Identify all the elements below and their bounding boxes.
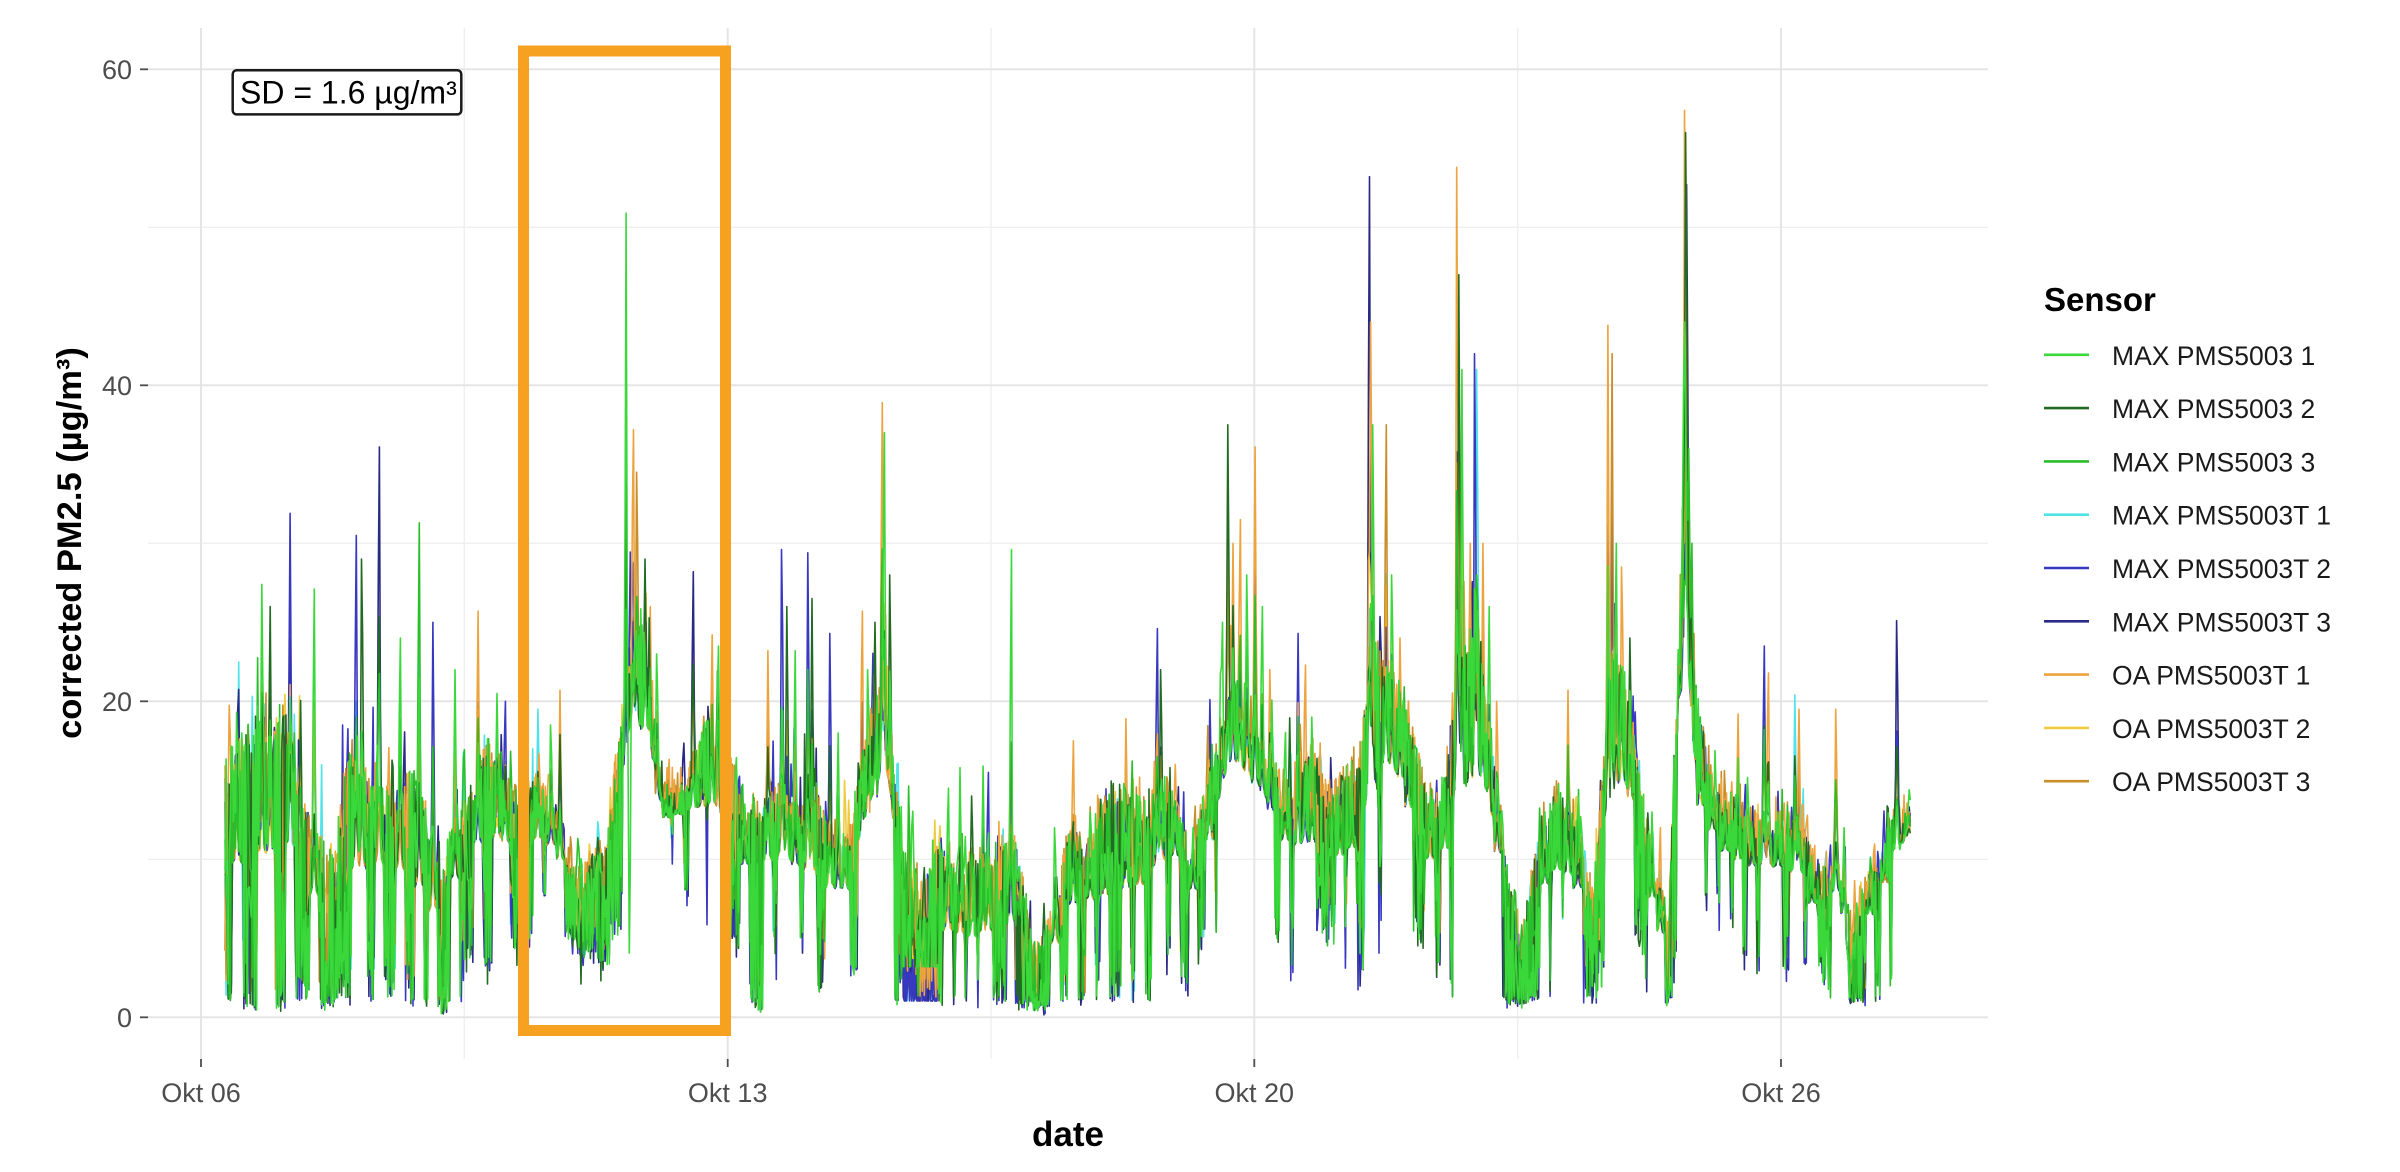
svg-text:corrected PM2.5 (µg/m³): corrected PM2.5 (µg/m³) — [51, 347, 89, 739]
svg-text:Okt 06: Okt 06 — [161, 1078, 241, 1108]
svg-text:20: 20 — [102, 687, 132, 717]
svg-text:OA PMS5003T 3: OA PMS5003T 3 — [2112, 767, 2310, 797]
svg-text:MAX PMS5003 2: MAX PMS5003 2 — [2112, 394, 2315, 424]
svg-text:OA PMS5003T 2: OA PMS5003T 2 — [2112, 714, 2310, 744]
svg-text:Okt 13: Okt 13 — [688, 1078, 768, 1108]
svg-text:40: 40 — [102, 371, 132, 401]
svg-text:Okt 20: Okt 20 — [1215, 1078, 1295, 1108]
svg-text:0: 0 — [117, 1003, 132, 1033]
svg-text:MAX PMS5003T 2: MAX PMS5003T 2 — [2112, 554, 2331, 584]
svg-text:60: 60 — [102, 55, 132, 85]
svg-text:SD = 1.6 µg/m³: SD = 1.6 µg/m³ — [240, 75, 457, 111]
svg-text:date: date — [1032, 1115, 1104, 1154]
svg-text:OA PMS5003T 1: OA PMS5003T 1 — [2112, 661, 2310, 691]
svg-text:MAX PMS5003T 3: MAX PMS5003T 3 — [2112, 607, 2331, 637]
svg-text:MAX PMS5003T 1: MAX PMS5003T 1 — [2112, 501, 2331, 531]
svg-text:MAX PMS5003 3: MAX PMS5003 3 — [2112, 447, 2315, 477]
svg-text:Sensor: Sensor — [2044, 281, 2156, 318]
svg-text:MAX PMS5003 1: MAX PMS5003 1 — [2112, 341, 2315, 371]
svg-text:Okt 26: Okt 26 — [1741, 1078, 1821, 1108]
